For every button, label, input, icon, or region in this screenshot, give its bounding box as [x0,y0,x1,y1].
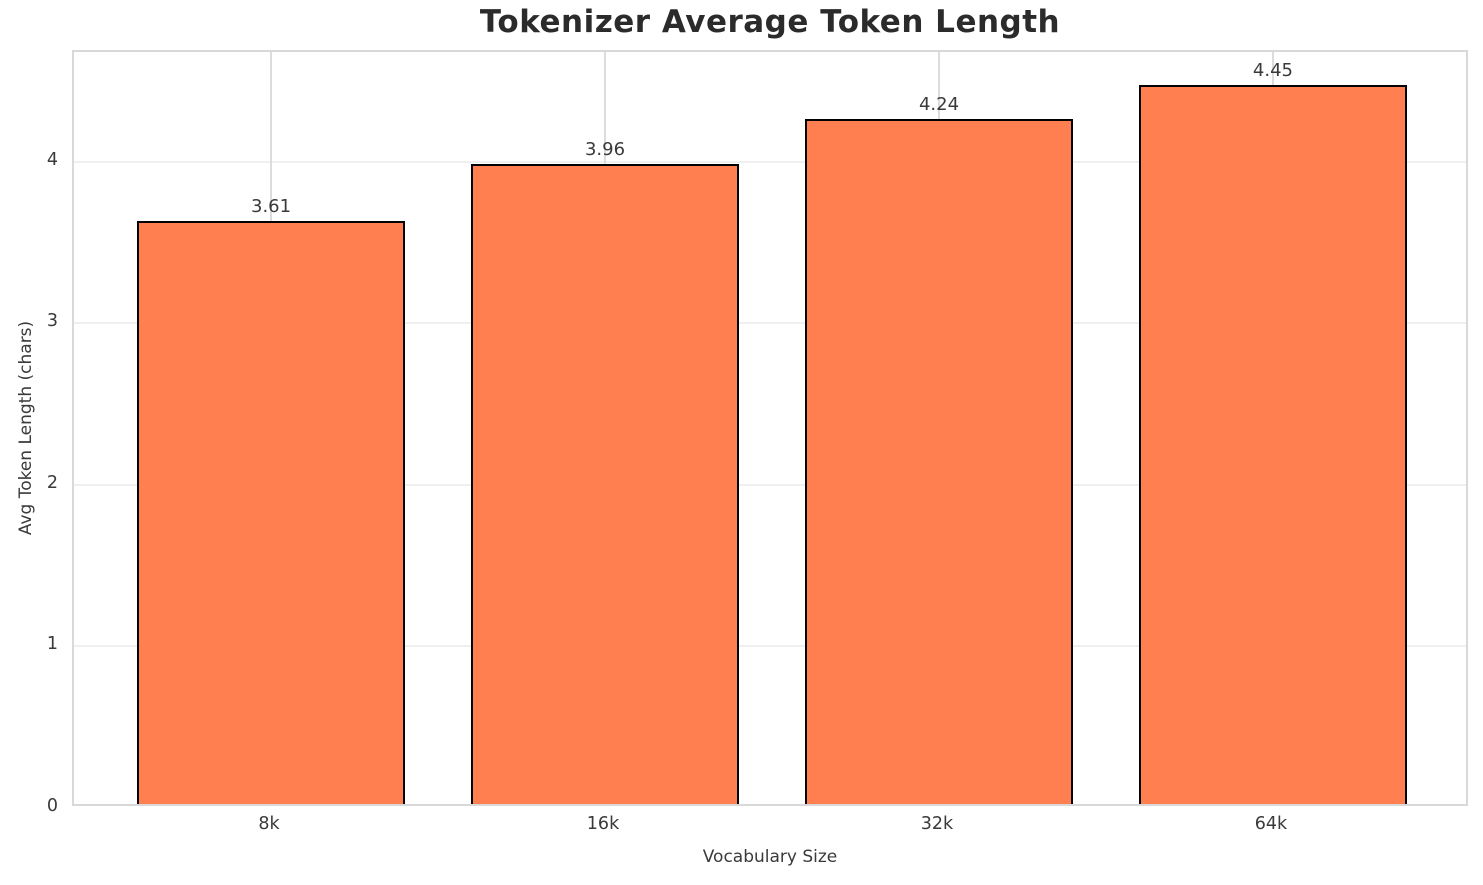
y-tick-label: 1 [46,634,58,655]
chart-title: Tokenizer Average Token Length [479,4,1061,40]
bar-value-label: 4.45 [1252,60,1293,82]
y-tick-label: 2 [46,472,58,493]
x-axis-label: Vocabulary Size [702,847,838,867]
x-tick-label: 8k [258,814,280,834]
gridline-horizontal [74,160,1466,163]
x-tick-label: 32k [920,814,954,834]
plot-area: 3.61 3.96 4.24 4.45 [72,50,1468,806]
x-tick-label: 16k [586,814,620,834]
y-tick-label: 3 [46,311,58,332]
bar-32k [805,119,1073,804]
x-tick-label: 64k [1254,814,1288,834]
bar-16k [471,164,739,804]
y-tick-label: 4 [46,149,58,170]
y-tick-label: 0 [46,796,58,816]
gridline-horizontal [74,645,1466,648]
gridline-horizontal [74,322,1466,325]
bar-64k [1139,85,1407,804]
y-axis-label: Avg Token Length (chars) [16,320,36,536]
bar-value-label: 4.24 [918,94,960,116]
gridline-horizontal [74,483,1466,486]
bar-8k [137,220,405,804]
bar-value-label: 3.96 [584,139,626,161]
bar-value-label: 3.61 [250,195,292,217]
